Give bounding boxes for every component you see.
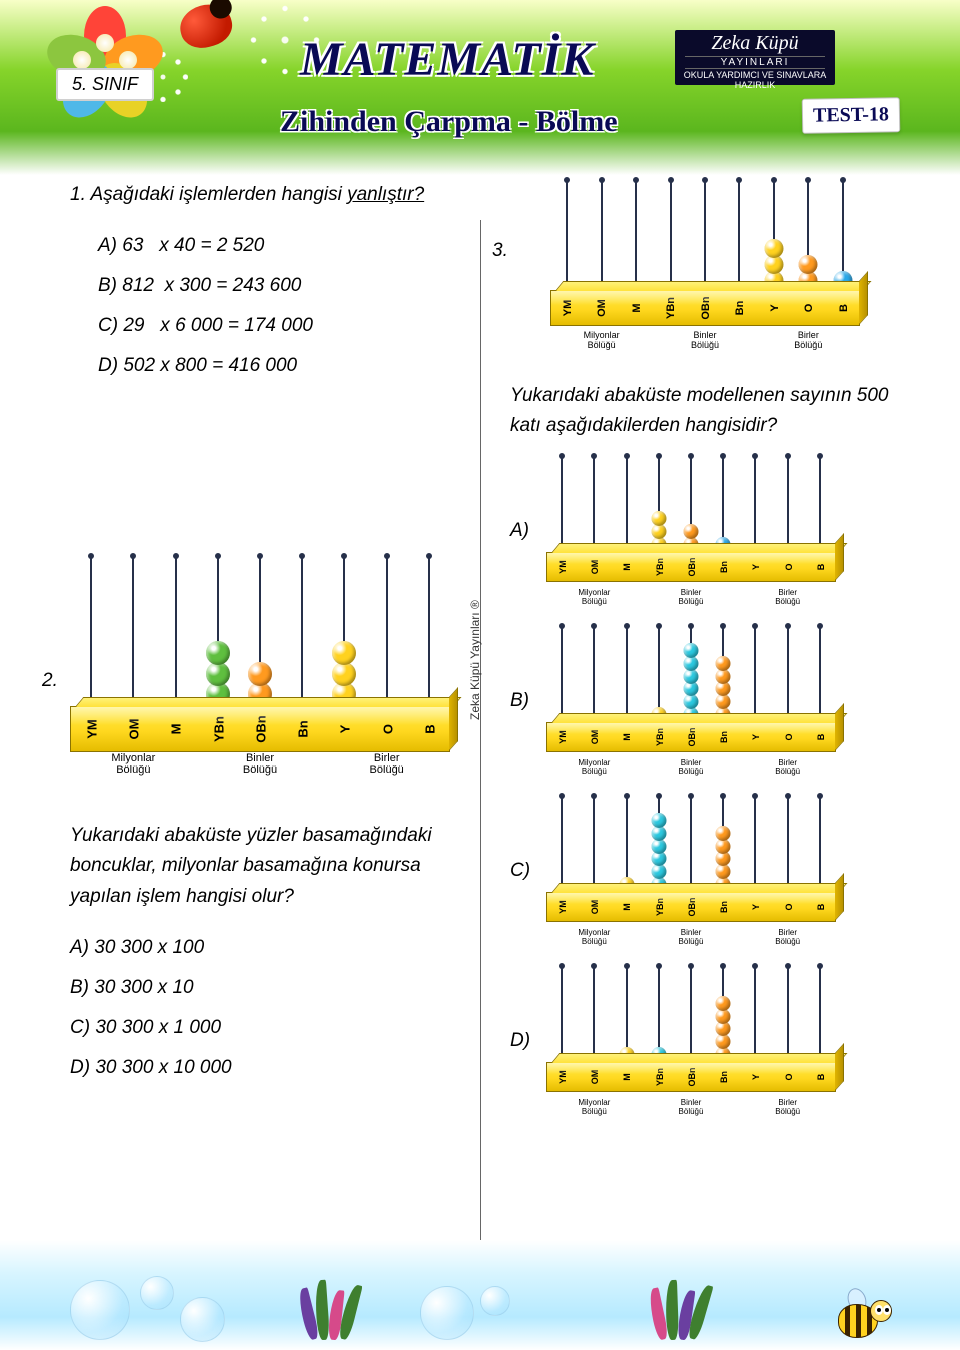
answer-option: B) 812 x 300 = 243 600 bbox=[98, 266, 480, 306]
question-3-number: 3. bbox=[492, 236, 508, 266]
answer-option: B) 30 300 x 10 bbox=[70, 968, 480, 1008]
left-column: 1. Aşağıdaki işlemlerden hangisi yanlışt… bbox=[70, 180, 480, 1088]
answer-option: A) 30 300 x 100 bbox=[70, 928, 480, 968]
question-1-options: A) 63 x 40 = 2 520B) 812 x 300 = 243 600… bbox=[98, 226, 480, 386]
answer-option: C) 29 x 6 000 = 174 000 bbox=[98, 306, 480, 346]
bubble-decoration bbox=[480, 1286, 510, 1316]
page-footer bbox=[0, 1240, 960, 1350]
page-header: 5. SINIF MATEMATİK Zihinden Çarpma - Böl… bbox=[0, 0, 960, 175]
subject-title: MATEMATİK bbox=[300, 32, 594, 87]
option-label: D) bbox=[510, 1026, 546, 1056]
question-3-option-B: B)YMOMMYBnOBnBnYOBMilyonlarBölüğüBinlerB… bbox=[510, 626, 920, 776]
question-3-option-A: A)YMOMMYBnOBnBnYOBMilyonlarBölüğüBinlerB… bbox=[510, 456, 920, 606]
question-3-option-D: D)YMOMMYBnOBnBnYOBMilyonlarBölüğüBinlerB… bbox=[510, 966, 920, 1116]
publisher-tagline: OKULA YARDIMCI VE SINAVLARA HAZIRLIK bbox=[679, 70, 831, 90]
grass-decoration bbox=[300, 1280, 380, 1340]
question-2: 2. YMOMMYBnOBnBnYOBMilyonlarBölüğüBinler… bbox=[70, 556, 480, 1088]
question-1-number: 1. bbox=[70, 184, 86, 205]
grade-badge: 5. SINIF bbox=[56, 68, 154, 101]
question-1-underlined: yanlıştır? bbox=[347, 184, 424, 205]
answer-option: C) 30 300 x 1 000 bbox=[70, 1008, 480, 1048]
publisher-subline: YAYINLARI bbox=[685, 56, 825, 69]
option-label: C) bbox=[510, 856, 546, 886]
question-3-option-C: C)YMOMMYBnOBnBnYOBMilyonlarBölüğüBinlerB… bbox=[510, 796, 920, 946]
bee-decoration bbox=[834, 1294, 890, 1342]
question-3-text: Yukarıdaki abaküste modellenen sayının 5… bbox=[510, 381, 920, 442]
column-divider bbox=[480, 220, 481, 1250]
question-2-abacus: YMOMMYBnOBnBnYOBMilyonlarBölüğüBinlerBöl… bbox=[70, 556, 480, 781]
publisher-badge: Zeka Küpü YAYINLARI OKULA YARDIMCI VE SI… bbox=[675, 30, 835, 85]
bubble-decoration bbox=[180, 1297, 225, 1342]
question-2-options: A) 30 300 x 100B) 30 300 x 10C) 30 300 x… bbox=[70, 928, 480, 1088]
question-2-text: Yukarıdaki abaküste yüzler basamağındaki… bbox=[70, 821, 480, 912]
content-area: Zeka Küpü Yayınları ® 1. Aşağıdaki işlem… bbox=[0, 180, 960, 1250]
question-1-text: Aşağıdaki işlemlerden hangisi bbox=[90, 184, 347, 205]
option-label: A) bbox=[510, 516, 546, 546]
question-2-number: 2. bbox=[42, 666, 58, 696]
bubble-decoration bbox=[140, 1276, 174, 1310]
ladybug-decoration bbox=[175, 0, 236, 53]
flower-decoration bbox=[40, 0, 170, 130]
topic-subtitle: Zihinden Çarpma - Bölme bbox=[280, 105, 618, 139]
answer-option: D) 30 300 x 10 000 bbox=[70, 1048, 480, 1088]
bubble-decoration bbox=[420, 1286, 474, 1340]
question-3: 3. YMOMMYBnOBnBnYOBMilyonlarBölüğüBinler… bbox=[510, 180, 920, 1116]
answer-option: A) 63 x 40 = 2 520 bbox=[98, 226, 480, 266]
grass-decoration bbox=[650, 1280, 730, 1340]
test-number-badge: TEST-18 bbox=[802, 97, 901, 134]
question-1: 1. Aşağıdaki işlemlerden hangisi yanlışt… bbox=[70, 180, 480, 210]
question-3-answers: A)YMOMMYBnOBnBnYOBMilyonlarBölüğüBinlerB… bbox=[510, 456, 920, 1116]
answer-option: D) 502 x 800 = 416 000 bbox=[98, 346, 480, 386]
right-column: 3. YMOMMYBnOBnBnYOBMilyonlarBölüğüBinler… bbox=[510, 180, 920, 1136]
option-label: B) bbox=[510, 686, 546, 716]
publisher-name: Zeka Küpü bbox=[679, 32, 831, 55]
bubble-decoration bbox=[70, 1280, 130, 1340]
question-3-main-abacus: YMOMMYBnOBnBnYOBMilyonlarBölüğüBinlerBöl… bbox=[550, 180, 920, 355]
